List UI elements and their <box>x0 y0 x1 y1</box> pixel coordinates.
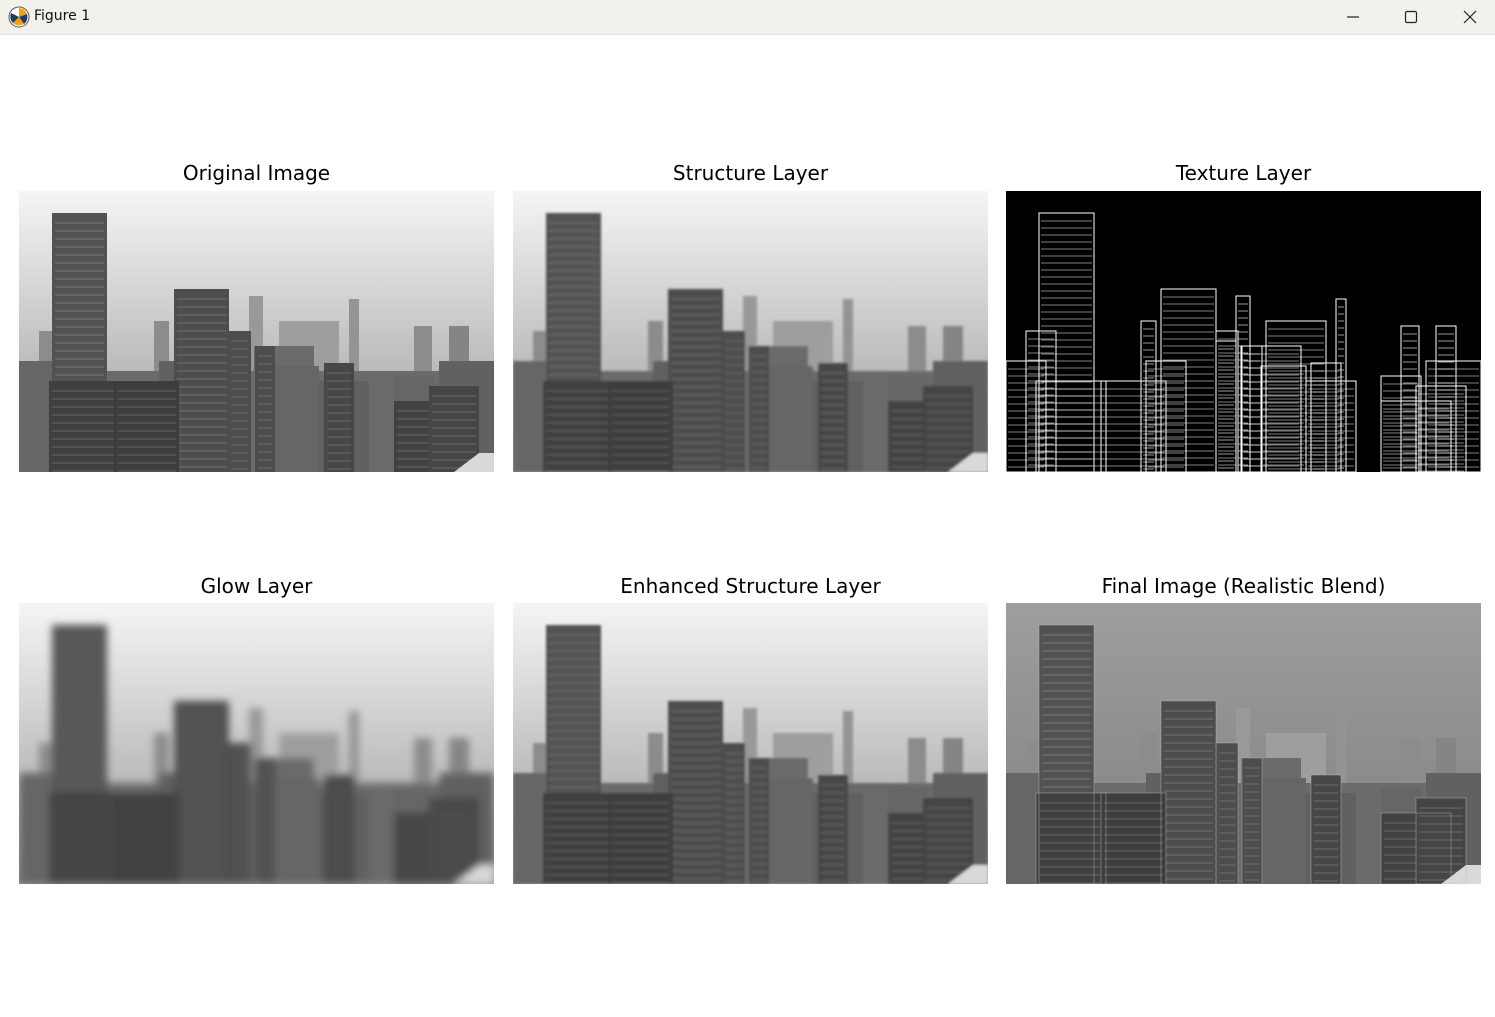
panel-title-original: Original Image <box>182 161 331 185</box>
image-texture-layer <box>1006 191 1481 472</box>
panel-title-glow: Glow Layer <box>200 574 313 598</box>
window-titlebar: Figure 1 <box>0 0 1495 35</box>
image-structure-layer <box>513 191 988 472</box>
close-icon <box>1463 10 1477 24</box>
image-glow-layer <box>19 603 494 884</box>
matplotlib-app-icon <box>8 6 30 28</box>
panel-title-enhanced: Enhanced Structure Layer <box>620 574 881 598</box>
image-original <box>19 191 494 472</box>
minimize-button[interactable] <box>1324 0 1382 34</box>
image-enhanced-structure-layer <box>513 603 988 884</box>
maximize-icon <box>1404 10 1418 24</box>
minimize-icon <box>1347 16 1359 18</box>
panel-title-texture: Texture Layer <box>1175 161 1312 185</box>
panel-title-structure: Structure Layer <box>672 161 829 185</box>
panel-title-final: Final Image (Realistic Blend) <box>1101 574 1386 598</box>
window-title: Figure 1 <box>34 8 91 24</box>
image-final-blend <box>1006 603 1481 884</box>
maximize-button[interactable] <box>1382 0 1440 34</box>
close-button[interactable] <box>1441 0 1495 34</box>
